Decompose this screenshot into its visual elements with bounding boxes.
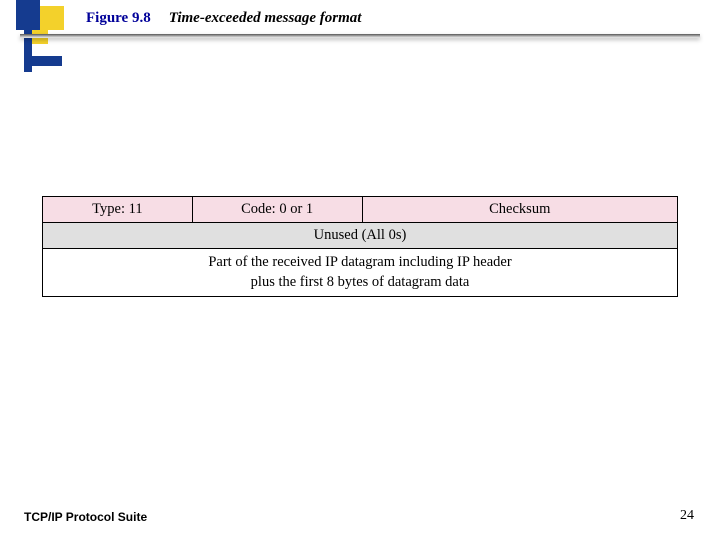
message-format-table: Type: 11 Code: 0 or 1 Checksum Unused (A… [42,196,678,297]
page-number: 24 [680,508,694,524]
cell-type: Type: 11 [43,197,193,223]
slide-title: Figure 9.8 Time-exceeded message format [86,10,361,27]
cell-unused: Unused (All 0s) [43,223,678,249]
cell-checksum: Checksum [362,197,678,223]
table-row: Type: 11 Code: 0 or 1 Checksum [43,197,678,223]
slide-logo [16,0,70,78]
cell-payload: Part of the received IP datagram includi… [43,249,678,297]
figure-caption: Time-exceeded message format [169,10,362,27]
figure-label: Figure 9.8 [86,10,151,27]
cell-payload-line1: Part of the received IP datagram includi… [208,254,511,270]
footer-text: TCP/IP Protocol Suite [24,510,147,524]
cell-payload-line2: plus the first 8 bytes of datagram data [251,274,470,290]
cell-code: Code: 0 or 1 [192,197,362,223]
title-divider [20,34,700,38]
table-row: Unused (All 0s) [43,223,678,249]
table-row: Part of the received IP datagram includi… [43,249,678,297]
